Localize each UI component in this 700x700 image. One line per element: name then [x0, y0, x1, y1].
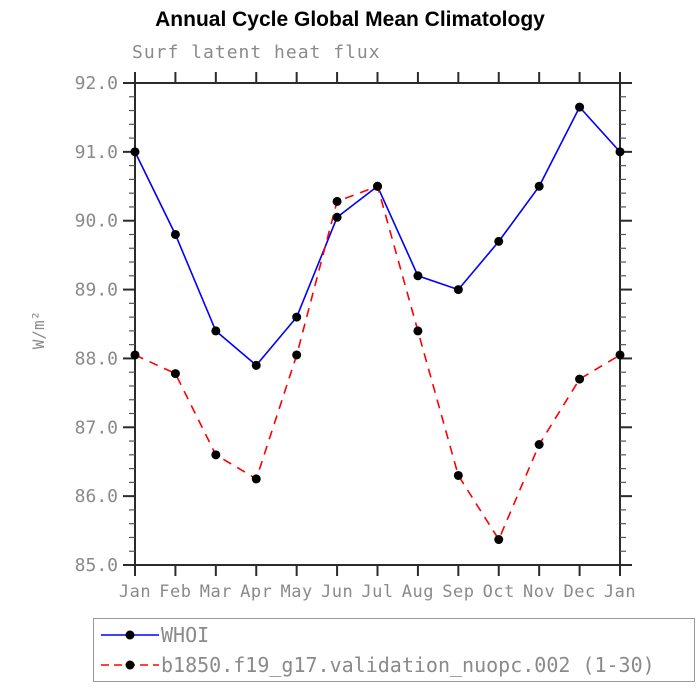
chart-subtitle: Surf latent heat flux [132, 42, 381, 63]
data-point-marker [170, 229, 180, 239]
data-point-marker [453, 285, 463, 295]
x-axis-tick-label: Jan [119, 582, 151, 602]
legend-marker-dot [125, 630, 135, 640]
x-axis-tick-label: Apr [240, 582, 272, 602]
legend-marker-dot [125, 660, 135, 670]
data-point-marker [292, 350, 302, 360]
x-axis-tick-label: Dec [563, 582, 595, 602]
data-point-marker [575, 374, 585, 384]
data-point-marker [534, 440, 544, 449]
data-point-marker [251, 474, 261, 484]
y-axis-tick-label: 86.0 [75, 486, 118, 507]
data-point-marker [413, 326, 423, 336]
data-point-marker [575, 102, 585, 112]
x-axis-tick-label: Mar [200, 582, 232, 602]
y-axis-tick-label: 85.0 [75, 555, 118, 576]
data-point-marker [251, 360, 261, 370]
data-point-marker [534, 181, 544, 191]
x-axis-tick-label: Sep [442, 582, 474, 602]
data-point-marker [373, 181, 382, 191]
data-point-marker [494, 535, 504, 545]
data-point-marker [130, 147, 140, 157]
data-point-marker [292, 312, 302, 322]
x-axis-tick-label: Aug [402, 582, 434, 602]
y-axis-tick-label: 92.0 [75, 73, 118, 94]
plot-frame [134, 82, 621, 566]
y-axis-tick-label: 89.0 [75, 280, 118, 301]
y-axis-tick-label: 87.0 [75, 417, 118, 438]
data-point-marker [211, 326, 221, 336]
data-point-marker [332, 196, 342, 206]
data-point-marker [494, 236, 504, 246]
y-axis-title: W/m² [29, 311, 48, 350]
series-line-0 [134, 105, 621, 367]
legend-box: WHOI b1850.f19_g17.validation_nuopc.002 … [93, 618, 695, 682]
legend-item-label: WHOI [161, 623, 210, 647]
data-point-marker [211, 450, 221, 460]
legend-swatch-solid [101, 630, 159, 640]
x-axis-tick-label: Jul [361, 582, 393, 602]
legend-item: b1850.f19_g17.validation_nuopc.002 (1-30… [99, 650, 694, 680]
legend-item-label: b1850.f19_g17.validation_nuopc.002 (1-30… [161, 653, 655, 677]
x-axis-tick-label: Feb [159, 582, 191, 602]
data-point-marker [615, 147, 625, 157]
x-axis-tick-label: Jun [321, 582, 353, 602]
legend-item: WHOI [99, 620, 694, 650]
data-point-marker [615, 350, 625, 360]
data-point-marker [170, 369, 180, 379]
data-point-marker [453, 470, 463, 480]
y-axis-tick-label: 88.0 [75, 348, 118, 369]
x-axis-tick-label: Oct [483, 582, 515, 602]
y-axis-tick-label: 90.0 [75, 211, 118, 232]
x-axis-tick-label: Nov [523, 582, 555, 602]
x-axis-tick-label: Jan [604, 582, 636, 602]
data-point-marker [413, 271, 423, 281]
series-line-1 [134, 185, 621, 542]
x-axis-tick-label: May [281, 582, 313, 602]
chart-title: Annual Cycle Global Mean Climatology [155, 8, 545, 31]
data-point-marker [130, 350, 140, 360]
legend-swatch-dashed [101, 660, 159, 670]
y-axis-tick-label: 91.0 [75, 142, 118, 163]
data-point-marker [332, 212, 342, 222]
